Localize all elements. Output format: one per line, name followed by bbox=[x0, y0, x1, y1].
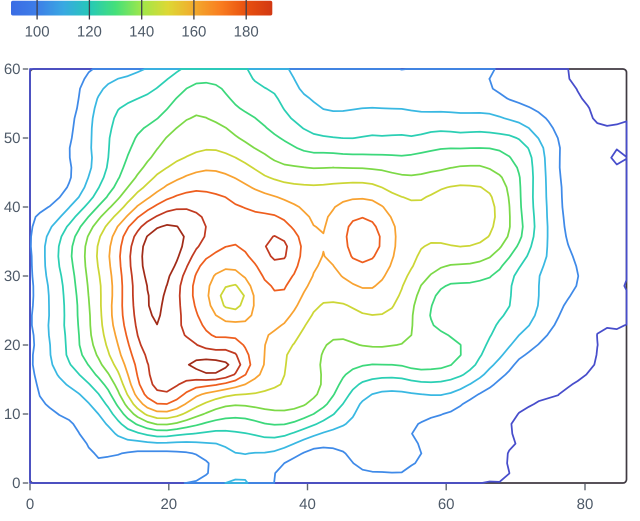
svg-text:40: 40 bbox=[4, 199, 21, 216]
svg-text:0: 0 bbox=[26, 496, 34, 513]
svg-text:100: 100 bbox=[25, 24, 50, 41]
svg-text:30: 30 bbox=[4, 268, 21, 285]
svg-text:140: 140 bbox=[129, 24, 154, 41]
svg-text:60: 60 bbox=[4, 61, 21, 78]
svg-text:160: 160 bbox=[181, 24, 206, 41]
svg-text:20: 20 bbox=[4, 337, 21, 354]
svg-text:0: 0 bbox=[12, 475, 20, 492]
svg-text:60: 60 bbox=[438, 496, 455, 513]
svg-text:10: 10 bbox=[4, 406, 21, 423]
svg-text:50: 50 bbox=[4, 130, 21, 147]
svg-text:20: 20 bbox=[160, 496, 177, 513]
svg-text:120: 120 bbox=[77, 24, 102, 41]
svg-text:40: 40 bbox=[299, 496, 316, 513]
svg-text:80: 80 bbox=[577, 496, 594, 513]
svg-text:180: 180 bbox=[234, 24, 259, 41]
